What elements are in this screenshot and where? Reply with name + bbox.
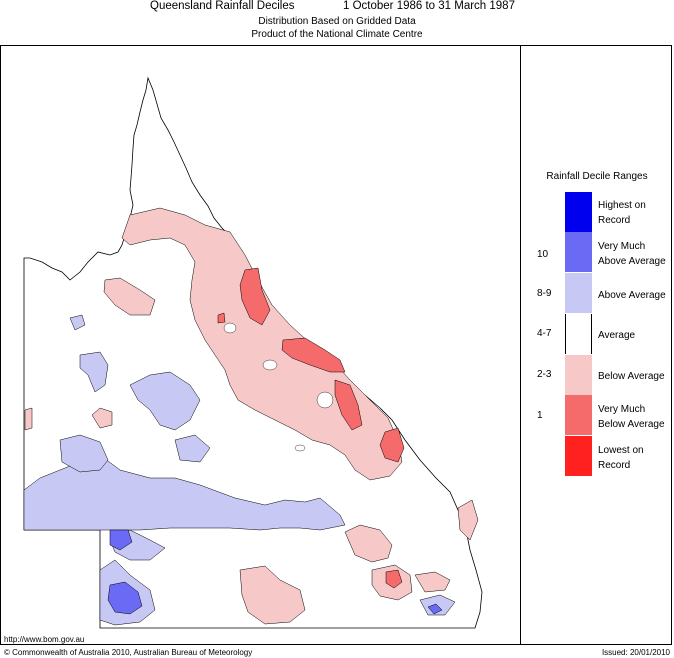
average-island bbox=[316, 391, 334, 409]
legend-divider bbox=[520, 45, 521, 645]
legend-swatch-above bbox=[565, 273, 592, 313]
region-above-average-center bbox=[174, 434, 211, 463]
region-below-average-coast bbox=[457, 499, 479, 541]
legend-label-very-much-below: Very Much Below Average bbox=[598, 404, 665, 430]
average-island bbox=[262, 359, 278, 371]
legend-swatch-highest bbox=[565, 192, 592, 232]
legend-swatch-very-much-above bbox=[565, 232, 592, 272]
legend-label-very-much-above: Very Much Above Average bbox=[598, 241, 666, 267]
map-subtitle-distribution: Distribution Based on Gridded Data bbox=[258, 16, 416, 27]
legend-title: Rainfall Decile Ranges bbox=[546, 171, 648, 182]
legend-range-above: 8-9 bbox=[537, 288, 552, 299]
legend-label-below: Below Average bbox=[598, 371, 665, 382]
region-very-much-above-border bbox=[109, 529, 133, 551]
region-above-average-central-west bbox=[129, 371, 201, 431]
legend-label-average: Average bbox=[598, 330, 636, 341]
average-island bbox=[294, 444, 306, 452]
legend-range-below: 2-3 bbox=[537, 369, 552, 380]
map-period: 1 October 1986 to 31 March 1987 bbox=[343, 0, 515, 12]
legend-label-above: Above Average bbox=[598, 290, 666, 301]
region-very-much-below-north bbox=[239, 267, 271, 326]
map-title: Queensland Rainfall Deciles bbox=[150, 0, 295, 12]
legend-swatch-average bbox=[565, 314, 592, 354]
region-very-much-below-spot bbox=[217, 312, 226, 324]
footer-copyright: © Commonwealth of Australia 2010, Austra… bbox=[4, 648, 253, 657]
region-below-average-southwest bbox=[239, 565, 306, 625]
region-below-average-southeast bbox=[414, 571, 451, 593]
region-above-average-west-north bbox=[79, 351, 109, 393]
legend-range-average: 4-7 bbox=[537, 328, 552, 339]
legend-range-very-much-above: 10 bbox=[537, 249, 549, 260]
region-below-average-wave bbox=[103, 277, 156, 316]
map-subtitle-product: Product of the National Climate Centre bbox=[251, 29, 423, 40]
region-below-average-north bbox=[121, 207, 403, 481]
footer-issued: Issued: 20/01/2010 bbox=[601, 648, 670, 657]
legend-label-highest: Highest on Record bbox=[598, 200, 646, 226]
region-below-average-west bbox=[91, 407, 113, 429]
map-frame bbox=[0, 45, 672, 645]
legend-range-very-much-below: 1 bbox=[537, 410, 543, 421]
region-below-average-spot bbox=[24, 407, 33, 431]
region-above-average-west bbox=[59, 434, 109, 473]
region-very-much-above-south bbox=[107, 581, 143, 615]
region-below-average-central bbox=[344, 524, 393, 563]
legend-swatch-lowest bbox=[565, 436, 592, 476]
legend-swatch-very-much-below bbox=[565, 395, 592, 435]
legend-swatch-below bbox=[565, 355, 592, 395]
region-very-much-below-central-coast bbox=[379, 427, 405, 463]
region-above-average-southeast bbox=[419, 594, 456, 616]
region-above-average-northwest-spot bbox=[69, 314, 86, 331]
footer-url: http://www.bom.gov.au bbox=[4, 635, 85, 644]
region-very-much-below-coast bbox=[281, 337, 346, 373]
queensland-decile-map bbox=[23, 76, 483, 629]
average-island bbox=[223, 322, 237, 334]
legend-label-lowest: Lowest on Record bbox=[598, 445, 644, 471]
region-very-much-above-southeast bbox=[427, 603, 443, 615]
region-very-much-below-south bbox=[385, 569, 403, 589]
region-very-much-below-east bbox=[334, 379, 363, 431]
